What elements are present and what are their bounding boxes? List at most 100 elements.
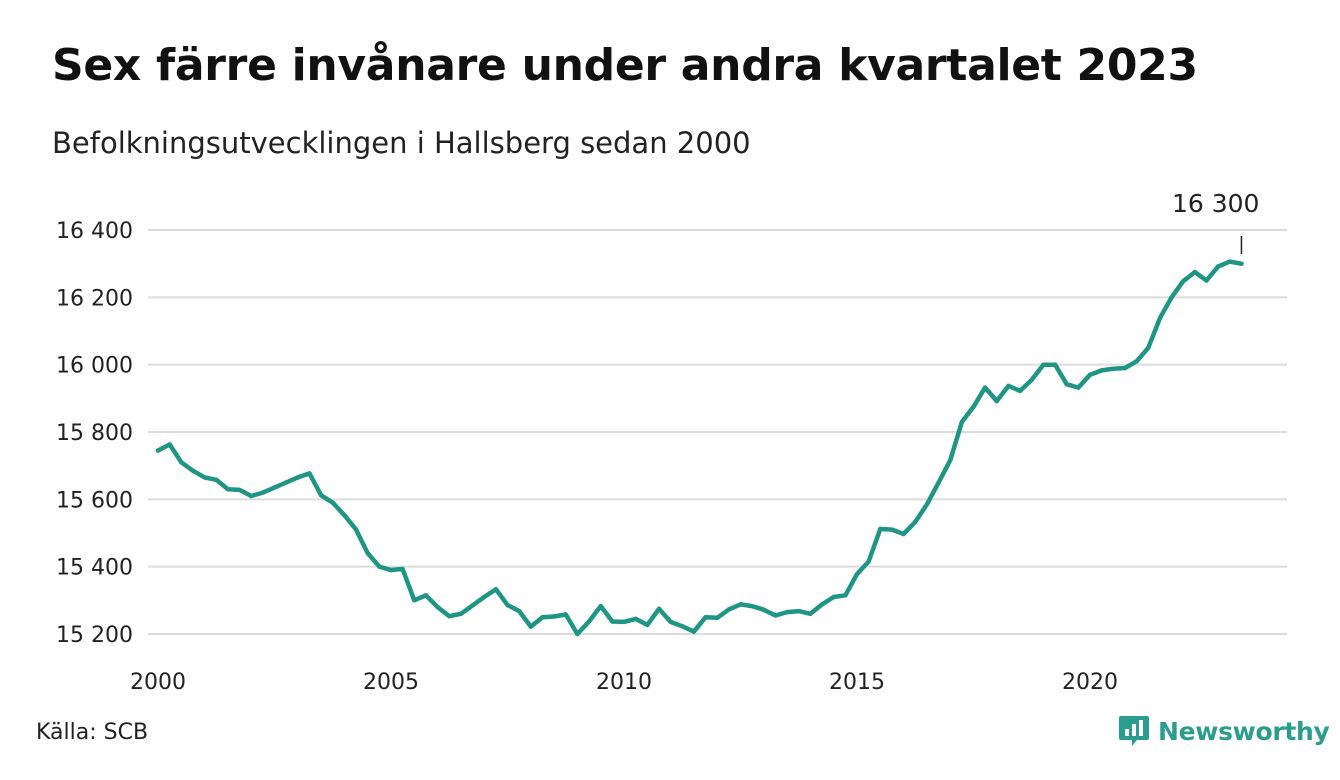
y-tick-label: 15 200 [56, 623, 133, 648]
data-point [1227, 259, 1233, 264]
newsworthy-logo-icon [1119, 716, 1149, 746]
x-tick-label: 2015 [829, 670, 885, 695]
data-point [656, 606, 662, 611]
data-point [388, 567, 394, 573]
data-point [715, 615, 720, 621]
data-point [866, 559, 871, 564]
data-point [854, 571, 860, 577]
source-note: Källa: SCB [36, 720, 149, 745]
data-point [1215, 264, 1221, 269]
data-point [749, 603, 755, 609]
brand[interactable]: Newsworthy [1118, 714, 1330, 748]
data-point [400, 566, 405, 572]
data-point [155, 448, 161, 453]
data-point [598, 603, 603, 609]
data-point [668, 619, 673, 625]
data-point [948, 458, 953, 463]
data-point [1239, 261, 1244, 266]
data-point [1076, 385, 1081, 390]
data-point [551, 614, 557, 619]
data-point [283, 480, 289, 485]
data-point [703, 614, 708, 620]
x-tick-label: 2010 [596, 670, 652, 695]
data-point [1181, 278, 1186, 284]
data-point [586, 619, 592, 624]
data-point [447, 613, 452, 619]
data-point [318, 493, 324, 498]
data-point [225, 487, 231, 492]
data-point [365, 551, 370, 556]
data-point [272, 485, 277, 490]
gridlines [148, 229, 1287, 635]
data-point [295, 475, 300, 480]
data-point [1134, 359, 1139, 364]
chart-subtitle: Befolkningsutvecklingen i Hallsberg seda… [52, 126, 751, 160]
data-point [1099, 368, 1104, 373]
data-point [505, 602, 510, 608]
data-point [889, 527, 895, 532]
data-point [901, 531, 906, 537]
y-tick-label: 16 000 [56, 354, 133, 379]
series-layer [155, 259, 1244, 637]
data-point [1064, 381, 1069, 387]
data-point [808, 611, 813, 616]
data-point [423, 593, 429, 598]
data-point [913, 519, 918, 525]
data-point [1204, 278, 1209, 283]
y-tick-label: 15 600 [56, 488, 133, 513]
data-point [621, 619, 627, 625]
data-point [994, 398, 999, 404]
data-point [575, 631, 580, 637]
data-point [516, 608, 522, 614]
chart-title: Sex färre invånare under andra kvartalet… [52, 40, 1198, 91]
data-point [1052, 362, 1058, 367]
data-point [167, 442, 172, 447]
x-axis-ticks: 2000 2005 2010 2015 2020 [130, 670, 1118, 695]
data-point [1169, 295, 1174, 300]
data-point [412, 598, 417, 603]
data-point [645, 622, 650, 628]
data-point [1111, 366, 1116, 371]
data-point [738, 602, 743, 607]
data-point [190, 468, 196, 473]
data-point [470, 603, 475, 608]
x-tick-label: 2005 [363, 670, 419, 695]
data-point [773, 613, 778, 618]
data-point [680, 624, 685, 629]
data-point [610, 619, 615, 624]
data-point [1041, 362, 1046, 367]
brand-name: Newsworthy [1158, 716, 1330, 746]
annotation-label: 16 300 [1172, 189, 1259, 218]
data-point [377, 564, 382, 569]
data-point [342, 512, 347, 518]
data-point [482, 594, 487, 600]
data-point [1192, 269, 1198, 275]
data-point [982, 385, 988, 390]
x-tick-label: 2020 [1062, 670, 1118, 695]
data-point [493, 587, 499, 592]
data-point [959, 419, 965, 425]
data-point [1029, 377, 1034, 383]
series-line [155, 259, 1244, 637]
data-point [819, 602, 825, 607]
data-point [761, 607, 766, 612]
data-point [563, 612, 568, 617]
y-tick-label: 16 400 [56, 219, 133, 244]
data-point [1087, 372, 1093, 377]
data-point [1157, 316, 1163, 321]
data-point [784, 609, 790, 615]
data-point [528, 624, 533, 629]
data-point [633, 616, 638, 622]
data-point [936, 480, 941, 485]
x-tick-label: 2000 [130, 670, 186, 695]
data-point [831, 594, 836, 600]
data-point [179, 460, 184, 465]
data-point [971, 404, 976, 409]
data-point [202, 475, 207, 480]
data-point [249, 493, 254, 499]
data-point [214, 477, 219, 483]
data-point [691, 629, 697, 634]
y-tick-label: 15 800 [56, 421, 133, 446]
annotation: 16 300 [1172, 189, 1259, 254]
